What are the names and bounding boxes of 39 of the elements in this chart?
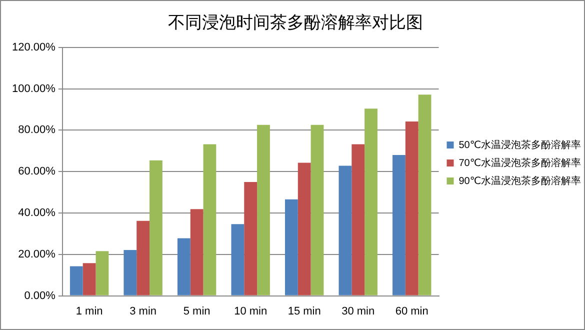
x-tick-label: 5 min — [183, 305, 210, 318]
bar — [177, 238, 190, 296]
chart-title: 不同浸泡时间茶多酚溶解率对比图 — [168, 12, 423, 32]
bar — [418, 94, 432, 296]
y-tick-label: 120.00% — [12, 41, 56, 54]
y-tick-label: 40.00% — [18, 207, 56, 220]
x-tick-label: 1 min — [76, 305, 103, 318]
y-tick-label: 80.00% — [18, 124, 56, 136]
bar — [364, 108, 378, 296]
bar — [70, 266, 83, 296]
bar — [338, 166, 352, 296]
legend-label: 70℃水温浸泡茶多酚溶解率 — [458, 156, 582, 169]
bar — [82, 263, 96, 296]
x-tick-label: 30 min — [342, 305, 375, 318]
legend-label: 90℃水温浸泡茶多酚溶解率 — [458, 174, 582, 187]
y-tick-label: 100.00% — [12, 82, 56, 95]
bar — [257, 124, 270, 296]
x-tick-label: 15 min — [288, 305, 321, 318]
bar — [284, 199, 298, 296]
x-tick-label: 10 min — [234, 305, 268, 318]
bar — [405, 122, 418, 296]
legend-label: 50℃水温浸泡茶多酚溶解率 — [458, 138, 582, 151]
y-tick-label: 60.00% — [18, 166, 56, 178]
y-tick-label: 0.00% — [24, 290, 56, 302]
bar — [352, 144, 365, 296]
bar — [150, 160, 162, 296]
bar — [392, 155, 406, 296]
bar — [298, 162, 311, 296]
bar — [203, 144, 216, 296]
bar — [136, 220, 150, 296]
bar — [310, 124, 324, 296]
y-tick-label: 20.00% — [18, 248, 56, 260]
bar — [96, 251, 109, 296]
x-tick-label: 60 min — [395, 305, 428, 318]
bar — [190, 209, 204, 296]
x-tick-label: 3 min — [130, 305, 157, 318]
bar — [124, 250, 137, 296]
bar — [231, 224, 244, 296]
bar — [244, 182, 258, 296]
